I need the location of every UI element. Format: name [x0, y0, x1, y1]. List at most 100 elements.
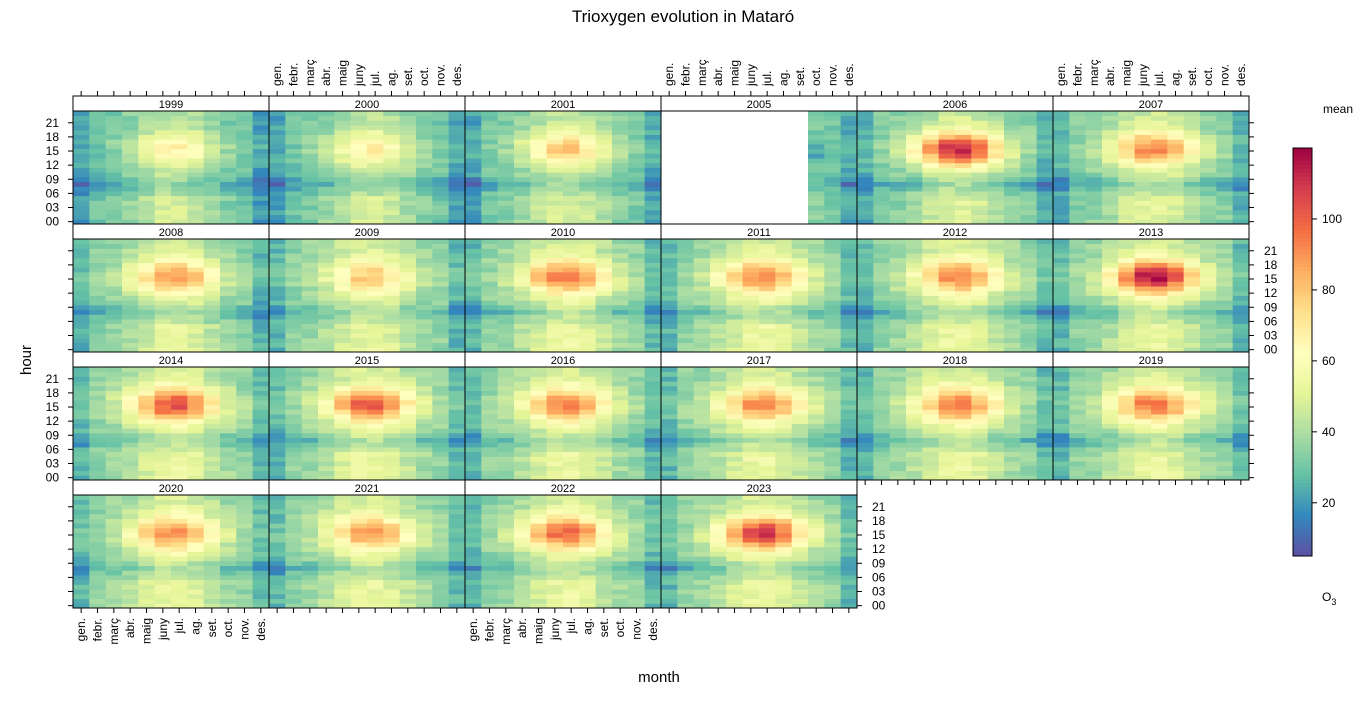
heat-cell — [628, 423, 646, 429]
heat-cell — [416, 191, 433, 197]
heat-cell — [579, 451, 597, 457]
heat-cell — [187, 195, 205, 201]
heat-cell — [595, 243, 613, 249]
heat-cell — [399, 191, 417, 197]
heat-cell — [873, 181, 891, 187]
heat-cell — [334, 248, 352, 254]
heat-cell — [122, 470, 139, 476]
heat-cell — [873, 390, 891, 396]
heat-cell — [432, 295, 450, 301]
heat-cell — [889, 248, 907, 254]
heat-cell — [906, 111, 923, 117]
heat-cell — [154, 181, 172, 187]
heat-cell — [906, 442, 923, 448]
heat-cell — [432, 181, 450, 187]
heat-cell — [1167, 158, 1185, 164]
heat-cell — [236, 172, 254, 178]
heat-cell — [889, 319, 907, 325]
heat-cell — [1118, 148, 1136, 154]
heat-cell — [808, 418, 825, 424]
heat-cell — [236, 120, 254, 126]
heat-cell — [497, 432, 515, 439]
heat-cell — [857, 267, 874, 273]
heat-cell — [122, 143, 139, 150]
heat-cell — [644, 195, 662, 201]
heat-cell — [579, 167, 597, 173]
heat-cell — [971, 111, 989, 117]
heat-cell — [497, 409, 515, 415]
heat-cell — [1183, 342, 1201, 348]
heat-cell — [742, 409, 760, 415]
heat-cell — [1069, 409, 1087, 415]
heat-cell — [759, 399, 776, 406]
heat-cell — [677, 418, 695, 424]
heat-cell — [1134, 295, 1152, 301]
heat-cell — [1183, 139, 1201, 145]
heat-cell — [432, 120, 450, 126]
heat-cell — [1151, 281, 1168, 287]
heat-cell — [1020, 475, 1038, 481]
heat-cell — [1232, 209, 1250, 215]
heat-cell — [89, 333, 107, 339]
heat-cell — [1118, 143, 1136, 150]
heat-cell — [1232, 195, 1250, 201]
heat-cell — [857, 248, 874, 254]
heat-cell — [1069, 129, 1087, 135]
heat-cell — [154, 323, 172, 329]
heat-cell — [987, 381, 1005, 387]
heat-cell — [154, 385, 172, 391]
heat-cell — [105, 447, 123, 453]
heat-cell — [563, 115, 580, 121]
heat-cell — [481, 267, 499, 273]
heat-cell — [1069, 337, 1087, 343]
heat-cell — [938, 414, 956, 420]
heat-cell — [661, 470, 678, 476]
heat-cell — [416, 347, 433, 353]
heat-cell — [563, 333, 580, 339]
heat-cell — [73, 243, 90, 249]
heat-cell — [399, 239, 417, 245]
heat-cell — [367, 290, 384, 296]
heat-cell — [1069, 111, 1087, 117]
heat-cell — [987, 470, 1005, 476]
heat-cell — [1232, 286, 1250, 292]
heat-cell — [122, 257, 139, 263]
heat-cell — [726, 337, 744, 343]
heat-cell — [203, 139, 221, 145]
heat-cell — [399, 276, 417, 282]
heat-cell — [1118, 309, 1136, 315]
heat-cell — [922, 423, 940, 429]
heat-cell — [563, 451, 580, 457]
heat-cell — [138, 191, 156, 197]
heat-cell — [432, 395, 450, 401]
heat-cell — [285, 304, 303, 311]
heat-cell — [644, 158, 662, 164]
heat-cell — [644, 253, 662, 259]
heat-cell — [1036, 186, 1054, 192]
heat-cell — [628, 390, 646, 396]
heat-cell — [1102, 442, 1119, 448]
heat-cell — [432, 437, 450, 443]
heat-cell — [514, 148, 531, 154]
heat-cell — [726, 409, 744, 415]
heat-cell — [595, 129, 613, 135]
heat-cell — [726, 418, 744, 424]
heat-cell — [350, 399, 368, 406]
heat-cell — [448, 385, 466, 391]
heat-cell — [301, 257, 319, 263]
heat-cell — [138, 134, 156, 140]
heat-cell — [1004, 191, 1021, 197]
heat-cell — [220, 205, 237, 211]
heat-cell — [808, 253, 825, 259]
heat-cell — [1069, 456, 1087, 462]
heat-cell — [1151, 115, 1168, 121]
heat-cell — [661, 309, 678, 315]
heat-cell — [383, 271, 401, 278]
heat-cell — [677, 432, 695, 439]
heat-cell — [334, 120, 352, 126]
heat-cell — [677, 290, 695, 296]
heat-cell — [1200, 257, 1217, 263]
heat-cell — [171, 153, 188, 159]
heat-cell — [89, 134, 107, 140]
heat-cell — [791, 267, 809, 273]
